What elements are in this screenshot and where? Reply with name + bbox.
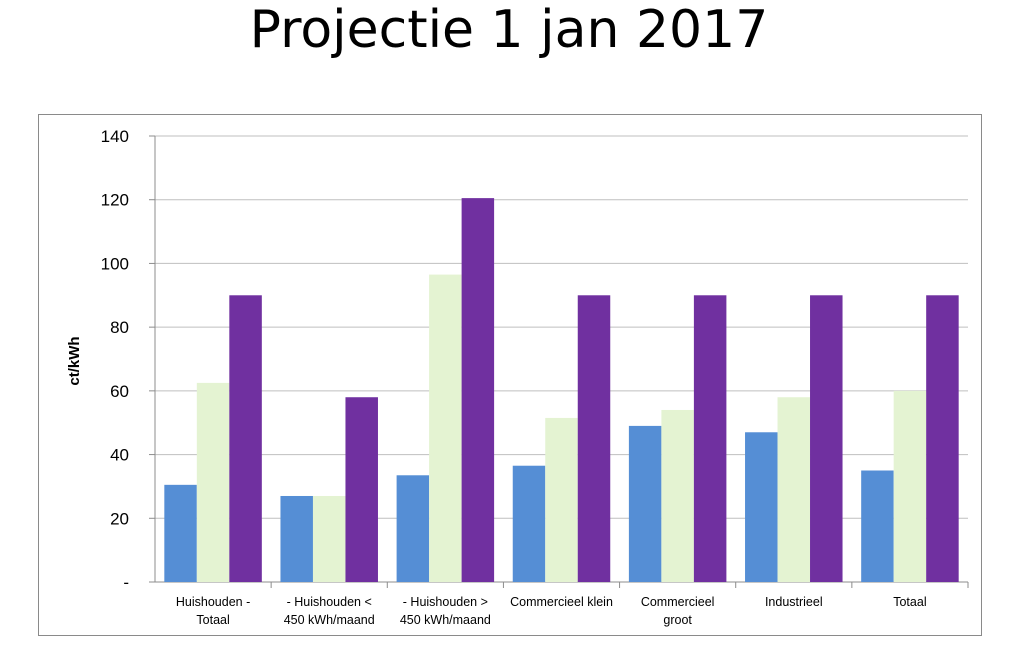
- x-category-label: Totaal: [893, 595, 926, 609]
- bar: [777, 397, 811, 582]
- y-tick-label: 120: [101, 191, 129, 210]
- y-tick-label: 80: [110, 318, 129, 337]
- x-category-label: - Huishouden <: [287, 595, 372, 609]
- bar: [280, 495, 313, 582]
- x-category-label: Totaal: [196, 613, 229, 627]
- y-tick-label: 20: [110, 509, 129, 528]
- bar: [861, 470, 894, 582]
- bar-chart: - 20 40 60 80 100 120 140 Huishouden - Totaal - H…: [66, 127, 969, 627]
- bar: [577, 295, 611, 582]
- y-axis-ticks: - 20 40 60 80 100 120 140: [101, 127, 129, 592]
- x-category-label: 450 kWh/maand: [400, 613, 491, 627]
- bar: [893, 390, 927, 582]
- chart-frame: - 20 40 60 80 100 120 140 Huishouden - Totaal - H…: [38, 114, 982, 636]
- y-axis-label: ct/kWh: [66, 336, 83, 385]
- bar: [312, 495, 346, 582]
- bar: [345, 397, 378, 582]
- y-tick-label: 60: [110, 382, 129, 401]
- bar: [229, 295, 262, 582]
- x-category-label: Huishouden -: [176, 595, 250, 609]
- bar: [396, 475, 430, 582]
- page-title: Projectie 1 jan 2017: [249, 0, 769, 60]
- bar: [628, 425, 662, 582]
- x-axis-categories: Huishouden - Totaal - Huishouden < 450 kWh/…: [176, 595, 927, 627]
- x-category-label: Commercieel: [641, 595, 715, 609]
- bar: [512, 465, 546, 582]
- x-category-label: groot: [663, 613, 692, 627]
- bar: [810, 295, 843, 582]
- y-tick-label: 100: [101, 254, 129, 273]
- bars: [164, 198, 959, 582]
- x-category-label: Industrieel: [765, 595, 823, 609]
- y-tick-label: -: [123, 573, 129, 592]
- x-category-label: - Huishouden >: [403, 595, 488, 609]
- bar: [745, 432, 778, 582]
- bar: [164, 484, 197, 582]
- bar: [461, 198, 495, 582]
- bar: [693, 295, 727, 582]
- x-category-label: 450 kWh/maand: [284, 613, 375, 627]
- bar: [661, 409, 694, 582]
- bar: [926, 295, 959, 582]
- bar: [429, 274, 462, 582]
- bar: [196, 382, 230, 582]
- bar: [545, 417, 578, 582]
- y-tick-label: 140: [101, 127, 129, 146]
- x-category-label: Commercieel klein: [510, 595, 613, 609]
- y-tick-label: 40: [110, 446, 129, 465]
